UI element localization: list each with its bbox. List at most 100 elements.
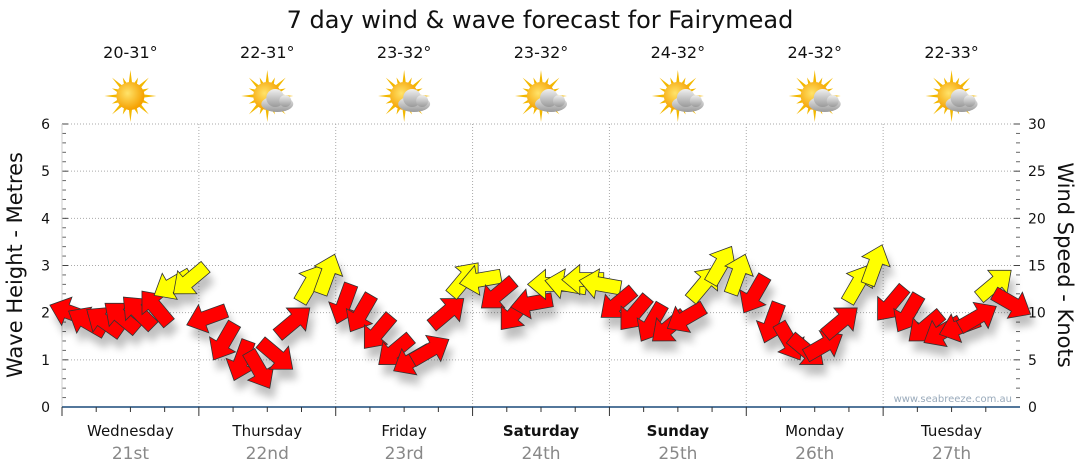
sun-ray — [515, 94, 530, 98]
cloud — [261, 89, 294, 112]
cloud — [808, 89, 841, 112]
sun-ray — [933, 103, 945, 115]
sun-ray — [265, 70, 270, 85]
day-forecast-header: 20-31° 22-31° 23-32° 23-32° 24-32° 24-32° 22-3… — [103, 43, 979, 122]
wind-arrow — [739, 272, 772, 314]
temperature-range: 22-33° — [924, 43, 979, 62]
x-date-label: 23rd — [385, 444, 424, 464]
y2-tick-label: 5 — [1028, 353, 1037, 369]
watermark: www.seabreeze.com.au — [894, 394, 1012, 405]
cloud — [398, 89, 431, 112]
cloud-part — [826, 95, 839, 107]
wind-arrow — [704, 245, 737, 287]
y-tick-label: 3 — [41, 259, 50, 275]
partly-cloudy-icon — [241, 70, 294, 122]
sun-ray — [796, 77, 808, 89]
cloud-part — [416, 95, 429, 107]
partly-cloudy-icon — [651, 70, 704, 122]
partly-cloudy-icon — [925, 70, 978, 122]
y-tick-label: 2 — [41, 306, 50, 322]
y-tick-label: 5 — [41, 164, 50, 180]
sun-ray — [137, 103, 149, 115]
sun-ray — [539, 107, 543, 122]
temperature-range: 24-32° — [651, 43, 706, 62]
wind-arrow — [973, 269, 1012, 304]
sun-ray — [659, 77, 671, 89]
sun-ray — [128, 70, 133, 85]
x-date-label: 21st — [112, 444, 149, 464]
partly-cloudy-icon — [788, 70, 841, 122]
y-tick-label: 1 — [41, 353, 50, 369]
sun-ray — [112, 103, 124, 115]
wind-arrow — [186, 303, 230, 334]
sun-ray — [112, 77, 124, 89]
sun-ray — [128, 107, 133, 122]
wind-arrow — [408, 334, 450, 368]
x-day-label: Sunday — [647, 422, 710, 440]
wind-arrows — [49, 244, 1032, 389]
sun-ray — [949, 107, 954, 122]
sun-ray — [812, 107, 817, 122]
sun-ray — [958, 77, 970, 89]
cloud — [535, 89, 567, 112]
x-date-label: 27th — [932, 444, 971, 464]
wind-arrow — [578, 268, 623, 300]
sun-ray — [651, 94, 666, 98]
y2-tick-label: 30 — [1028, 117, 1046, 133]
temperature-range: 23-32° — [514, 43, 569, 62]
wind-arrow — [819, 307, 858, 341]
sun-ray — [411, 77, 423, 89]
sun-ray — [933, 77, 945, 89]
wind-arrow — [313, 253, 344, 297]
y2-tick-label: 25 — [1028, 164, 1046, 180]
wind-arrow — [345, 291, 378, 333]
y2-tick-label: 20 — [1028, 211, 1046, 227]
cloud-part — [279, 95, 292, 107]
y2-tick-label: 0 — [1028, 400, 1037, 416]
wind-arrow — [255, 336, 294, 370]
wind-arrow — [458, 264, 503, 296]
sun-ray — [241, 94, 256, 98]
x-date-label: 25th — [658, 444, 697, 464]
wind-arrow — [723, 253, 754, 297]
x-day-label: Wednesday — [87, 422, 174, 440]
wind-arrow — [480, 275, 519, 309]
partly-cloudy-icon — [378, 70, 431, 122]
sun-ray — [949, 70, 954, 85]
cloud-part — [963, 95, 976, 107]
sun-ray — [821, 77, 834, 89]
wind-arrow — [860, 244, 891, 288]
y2-tick-label: 10 — [1028, 306, 1046, 322]
y2-tick-label: 15 — [1028, 259, 1046, 275]
y-tick-label: 4 — [41, 211, 50, 227]
sun-ray — [142, 94, 157, 98]
sun-ray — [796, 103, 808, 115]
y-axis-label: Wave Height - Metres — [3, 152, 27, 378]
wind-arrow — [242, 347, 275, 389]
sun-ray — [676, 107, 680, 122]
sun-ray — [925, 94, 940, 98]
wind-arrow — [600, 284, 639, 318]
sun-ray — [788, 94, 803, 98]
sun-ray — [812, 70, 817, 85]
sun-ray — [659, 103, 671, 115]
sun-ray — [548, 77, 560, 89]
temperature-range: 20-31° — [103, 43, 158, 62]
sun-ray — [385, 103, 398, 115]
sun-ray — [104, 94, 119, 98]
sun-ray — [137, 77, 149, 89]
sun-ray — [402, 70, 406, 85]
wind-arrow — [122, 296, 159, 333]
sun-ray — [522, 77, 534, 89]
cloud — [945, 89, 978, 112]
y-tick-label: 6 — [41, 117, 50, 133]
sun-ray — [684, 77, 697, 89]
temperature-range: 23-32° — [377, 43, 432, 62]
wind-arrow — [172, 260, 211, 295]
sun-ray — [248, 103, 261, 115]
wind-arrow — [363, 311, 398, 349]
y-tick-label: 0 — [41, 400, 50, 416]
cloud — [671, 89, 704, 112]
x-day-label: Tuesday — [920, 422, 982, 440]
